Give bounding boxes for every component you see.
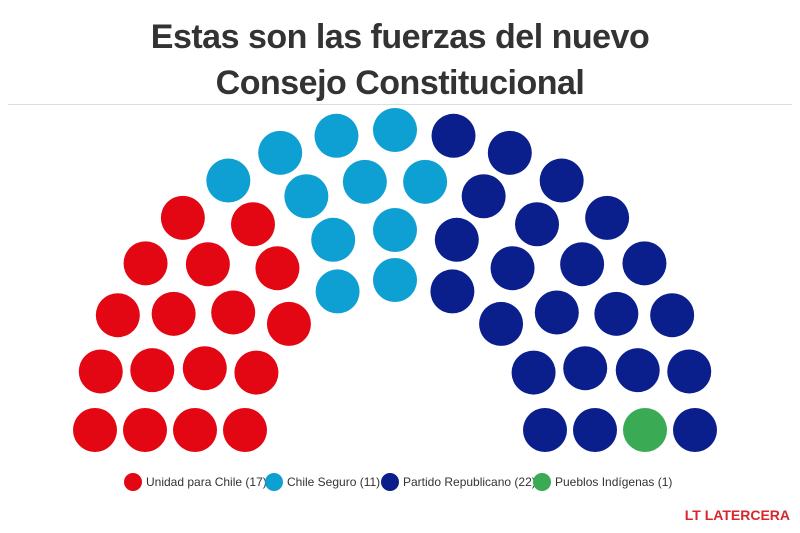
seat xyxy=(373,208,417,252)
legend-label: Unidad para Chile (17) xyxy=(146,475,267,489)
seat xyxy=(206,158,251,203)
seat xyxy=(490,246,535,291)
seat xyxy=(563,346,608,391)
legend-label: Partido Republicano (22) xyxy=(403,475,536,489)
seat xyxy=(403,159,448,204)
seat xyxy=(623,408,667,452)
legend-label: Chile Seguro (11) xyxy=(287,475,380,489)
legend-swatch xyxy=(265,473,283,491)
seat xyxy=(539,158,584,203)
seat xyxy=(585,195,630,240)
seat xyxy=(258,130,303,175)
legend-swatch xyxy=(124,473,142,491)
seat xyxy=(185,242,230,287)
seat xyxy=(573,408,617,452)
seat xyxy=(182,346,227,391)
seat xyxy=(342,159,387,204)
seat xyxy=(431,113,476,158)
seat xyxy=(160,195,205,240)
seat xyxy=(123,408,167,452)
seat xyxy=(130,348,175,393)
seat xyxy=(622,241,667,286)
brand-logo: LT LATERCERA xyxy=(684,507,790,523)
seat xyxy=(373,258,417,302)
seat xyxy=(373,108,417,152)
seat xyxy=(650,293,695,338)
seat xyxy=(266,301,311,346)
seat xyxy=(615,348,660,393)
seat xyxy=(78,349,123,394)
legend-swatch xyxy=(533,473,551,491)
seat xyxy=(594,291,639,336)
seat xyxy=(151,291,196,336)
seat xyxy=(230,202,275,247)
seat xyxy=(284,174,329,219)
seat xyxy=(95,293,140,338)
seat xyxy=(173,408,217,452)
seat xyxy=(523,408,567,452)
seat xyxy=(479,301,524,346)
seat xyxy=(434,217,479,262)
seat xyxy=(314,113,359,158)
seat xyxy=(534,290,579,335)
seat xyxy=(73,408,117,452)
divider xyxy=(8,104,792,105)
seat xyxy=(311,217,356,262)
seat xyxy=(223,408,267,452)
seat xyxy=(667,349,712,394)
seat xyxy=(511,350,556,395)
seat xyxy=(255,246,300,291)
seat xyxy=(560,242,605,287)
seat xyxy=(515,202,560,247)
seat xyxy=(123,241,168,286)
seat xyxy=(234,350,279,395)
seat xyxy=(487,130,532,175)
legend-swatch xyxy=(381,473,399,491)
seat xyxy=(673,408,717,452)
seat xyxy=(315,269,360,314)
legend-label: Pueblos Indígenas (1) xyxy=(555,475,672,489)
seat xyxy=(430,269,475,314)
seat xyxy=(461,174,506,219)
chart-title: Estas son las fuerzas del nuevo Consejo … xyxy=(150,18,650,102)
seat xyxy=(211,290,256,335)
